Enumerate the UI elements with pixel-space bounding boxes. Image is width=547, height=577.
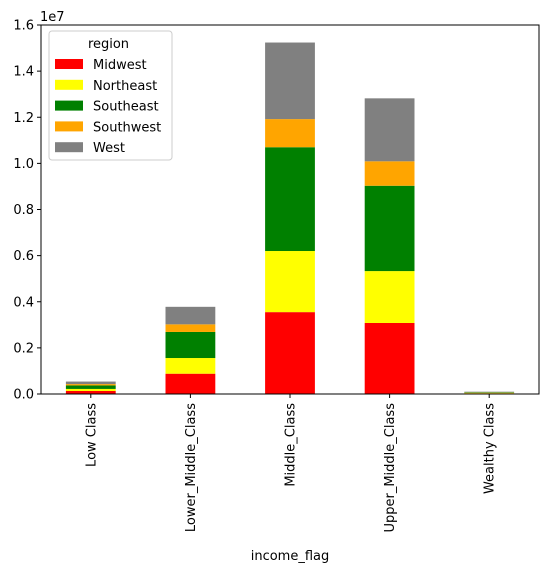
legend-label-northeast: Northeast [93, 79, 157, 94]
bar-southwest-0 [66, 384, 116, 385]
bar-southwest-2 [265, 119, 315, 147]
bar-midwest-1 [166, 374, 216, 394]
x-tick-label: Wealthy Class [483, 403, 498, 494]
bar-west-1 [166, 307, 216, 325]
legend-swatch-northeast [55, 80, 83, 90]
legend-swatch-west [55, 142, 83, 152]
y-tick-label: 0.4 [13, 295, 34, 310]
y-tick-label: 1.6 [13, 19, 34, 34]
bar-southeast-0 [66, 385, 116, 388]
legend-title: region [88, 37, 129, 52]
x-tick-label: Low Class [84, 403, 99, 467]
y-axis-offset-label: 1e7 [40, 10, 65, 25]
legend-label-southwest: Southwest [93, 120, 161, 135]
legend-swatch-midwest [55, 59, 83, 69]
bar-northeast-1 [166, 358, 216, 374]
bar-midwest-3 [365, 323, 415, 394]
x-tick-label: Lower_Middle_Class [184, 403, 199, 532]
bar-southeast-1 [166, 332, 216, 358]
legend: region Midwest Northeast Southeast Southwest… [49, 31, 172, 160]
bar-southeast-2 [265, 147, 315, 251]
legend-label-southeast: Southeast [93, 100, 159, 115]
bar-southeast-3 [365, 186, 415, 271]
legend-label-midwest: Midwest [93, 58, 147, 73]
bar-northeast-3 [365, 271, 415, 323]
x-tick-label: Middle_Class [284, 403, 299, 487]
bar-midwest-2 [265, 312, 315, 394]
bar-northeast-0 [66, 389, 116, 391]
y-tick-label: 0.0 [13, 388, 34, 403]
bar-southwest-1 [166, 324, 216, 332]
x-tick-label: Upper_Middle_Class [383, 403, 398, 533]
y-tick-label: 1.4 [13, 65, 34, 80]
y-tick-label: 1.0 [13, 157, 34, 172]
legend-swatch-southwest [55, 121, 83, 131]
x-axis-title: income_flag [251, 549, 330, 564]
bar-west-2 [265, 43, 315, 120]
bar-southwest-3 [365, 161, 415, 185]
legend-swatch-southeast [55, 101, 83, 111]
bar-west-0 [66, 382, 116, 385]
bar-west-3 [365, 98, 415, 161]
bar-northeast-2 [265, 251, 315, 312]
y-tick-label: 1.2 [13, 111, 34, 126]
y-tick-label: 0.6 [13, 249, 34, 264]
y-tick-label: 0.8 [13, 203, 34, 218]
y-tick-label: 0.2 [13, 341, 34, 356]
legend-label-west: West [93, 141, 125, 156]
